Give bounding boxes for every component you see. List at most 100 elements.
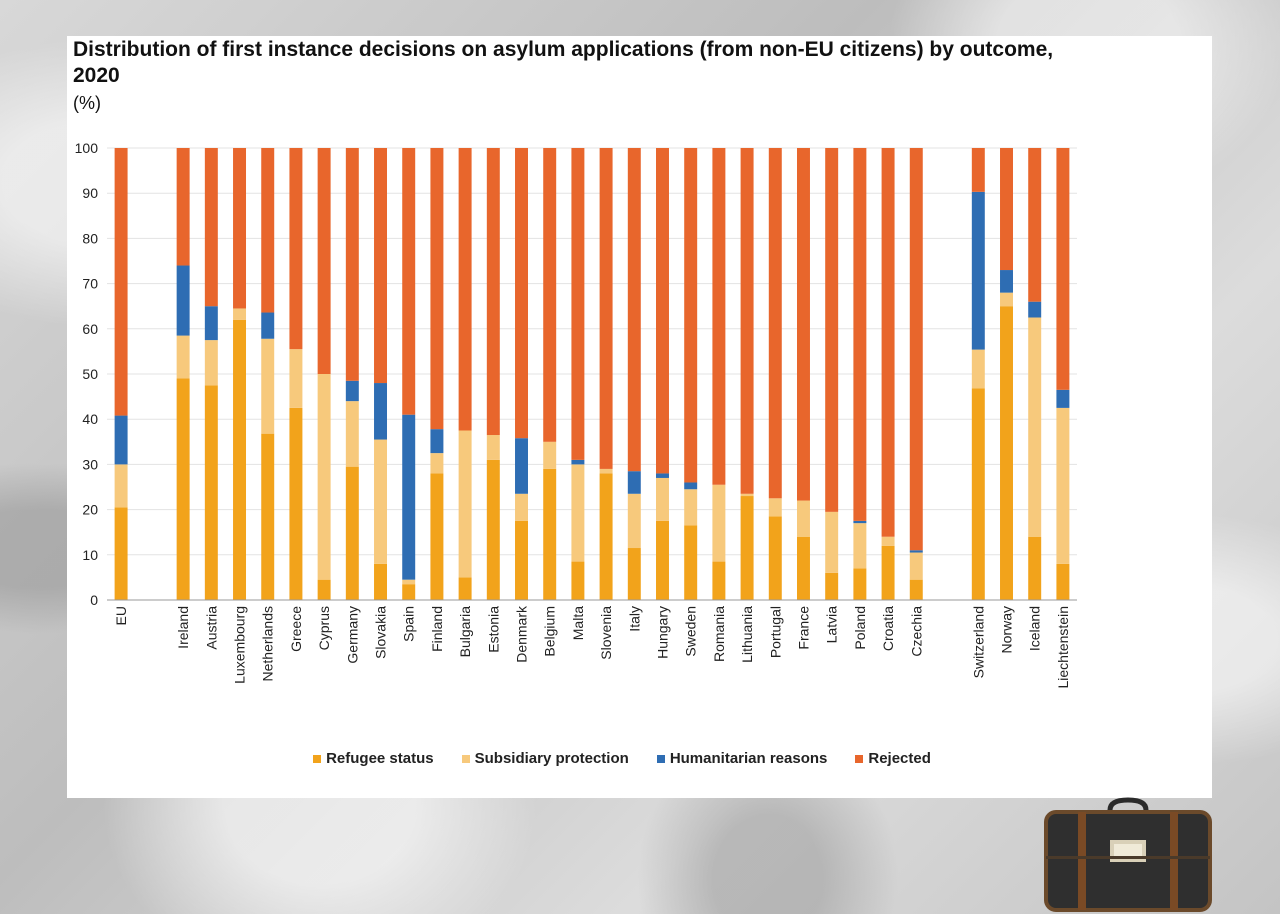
bar-segment-humanitarian-reasons [627, 471, 641, 494]
x-tick-label: Greece [288, 606, 304, 652]
bar-segment-subsidiary-protection [796, 500, 810, 537]
bar-segment-subsidiary-protection [204, 340, 218, 386]
bar-segment-subsidiary-protection [571, 464, 585, 562]
bar-segment-refugee-status [345, 466, 359, 600]
bar-segment-refugee-status [740, 496, 754, 600]
x-axis-labels: EU Ireland Austria Luxembourg Netherlands Gre… [113, 605, 1071, 689]
bar-segment-rejected [909, 148, 923, 551]
legend-item: Humanitarian reasons [656, 750, 827, 767]
bar-segment-humanitarian-reasons [853, 520, 867, 524]
bar-segment-rejected [402, 148, 416, 415]
bar-segment-refugee-status [176, 378, 190, 600]
x-tick-label: Switzerland [970, 606, 986, 678]
bar-segment-humanitarian-reasons [1056, 389, 1070, 408]
bar-segment-rejected [176, 148, 190, 266]
bar-segment-humanitarian-reasons [204, 306, 218, 341]
legend-item: Refugee status [313, 750, 434, 767]
bar-segment-subsidiary-protection [909, 552, 923, 580]
bar-segment-rejected [881, 148, 895, 537]
bar-segment-humanitarian-reasons [684, 482, 698, 490]
x-tick-label: Malta [570, 606, 586, 640]
bar-segment-rejected [515, 148, 528, 439]
bar-segment-refugee-status [768, 516, 782, 600]
bar-segment-refugee-status [402, 584, 416, 600]
bar-segment-refugee-status [909, 579, 923, 600]
bar-segment-refugee-status [971, 388, 985, 600]
bar-segment-subsidiary-protection [712, 484, 726, 562]
suitcase-illustration [1044, 797, 1212, 912]
bar-segment-rejected [853, 148, 867, 521]
bar-segment-refugee-status [114, 507, 128, 600]
bar-segment-rejected [656, 148, 669, 474]
bar-segment-subsidiary-protection [768, 498, 782, 517]
gridlines [107, 147, 1077, 601]
bar-segment-subsidiary-protection [1000, 292, 1013, 307]
bar-segment-subsidiary-protection [176, 335, 190, 379]
x-tick-label: Poland [852, 606, 868, 650]
bar-segment-subsidiary-protection [289, 349, 303, 408]
bar-segment-rejected [740, 148, 754, 494]
bar-segment-rejected [486, 148, 500, 436]
bar-segment-subsidiary-protection [430, 453, 444, 474]
legend-label: Subsidiary protection [474, 750, 629, 767]
bar-segment-refugee-status [317, 579, 331, 600]
bar-segment-humanitarian-reasons [909, 550, 923, 553]
bar-segment-refugee-status [515, 520, 528, 600]
bar-segment-rejected [233, 148, 247, 309]
x-tick-label: Ireland [175, 606, 191, 649]
legend-swatch [855, 754, 864, 763]
bar-segment-humanitarian-reasons [345, 380, 359, 402]
bar-segment-refugee-status [543, 468, 557, 600]
y-tick-label: 40 [82, 411, 98, 427]
y-tick-label: 90 [82, 185, 98, 201]
x-tick-label: Liechtenstein [1055, 606, 1071, 689]
bars [114, 148, 1070, 600]
x-tick-label: Austria [203, 606, 219, 650]
y-tick-label: 70 [82, 276, 98, 292]
bar-segment-rejected [458, 148, 472, 431]
y-axis-ticks: 0 10 20 30 40 50 60 70 80 90 100 [75, 140, 99, 608]
bar-segment-refugee-status [796, 536, 810, 600]
y-tick-label: 80 [82, 230, 98, 246]
x-tick-label: Denmark [514, 605, 530, 663]
bar-segment-refugee-status [825, 572, 839, 600]
bar-segment-subsidiary-protection [684, 489, 698, 526]
bar-segment-humanitarian-reasons [176, 265, 190, 336]
legend-swatch [656, 754, 665, 763]
bar-segment-rejected [627, 148, 641, 472]
bar-segment-subsidiary-protection [402, 579, 416, 585]
bar-segment-subsidiary-protection [825, 511, 839, 573]
bar-segment-subsidiary-protection [486, 435, 500, 460]
bar-segment-refugee-status [233, 319, 247, 600]
bar-segment-subsidiary-protection [114, 464, 128, 508]
bar-segment-rejected [1056, 148, 1070, 390]
legend-label: Rejected [868, 750, 931, 767]
bar-segment-subsidiary-protection [599, 468, 613, 474]
x-tick-label: France [795, 606, 811, 650]
bar-segment-refugee-status [289, 407, 303, 600]
x-tick-label: Latvia [824, 606, 840, 644]
bar-segment-refugee-status [204, 385, 218, 600]
bar-segment-subsidiary-protection [515, 493, 528, 521]
x-tick-label: Sweden [683, 606, 699, 657]
legend-swatch [313, 754, 322, 763]
bar-segment-subsidiary-protection [656, 477, 669, 521]
bar-segment-refugee-status [627, 548, 641, 600]
bar-segment-rejected [599, 148, 613, 469]
bar-segment-subsidiary-protection [627, 493, 641, 549]
y-tick-label: 30 [82, 456, 98, 472]
bar-segment-rejected [971, 148, 985, 192]
x-tick-label: Czechia [908, 606, 924, 657]
bar-segment-rejected [317, 148, 331, 374]
bar-segment-rejected [374, 148, 388, 384]
bar-segment-subsidiary-protection [374, 439, 388, 564]
bar-segment-humanitarian-reasons [1000, 270, 1013, 293]
x-tick-label: Norway [999, 606, 1015, 653]
bar-segment-rejected [1028, 148, 1042, 302]
chart-title: Distribution of first instance decisions… [73, 38, 1054, 87]
y-tick-label: 50 [82, 366, 98, 382]
bar-segment-refugee-status [881, 545, 895, 600]
x-tick-label: Netherlands [260, 606, 276, 682]
y-axis-unit: (%) [73, 93, 101, 113]
